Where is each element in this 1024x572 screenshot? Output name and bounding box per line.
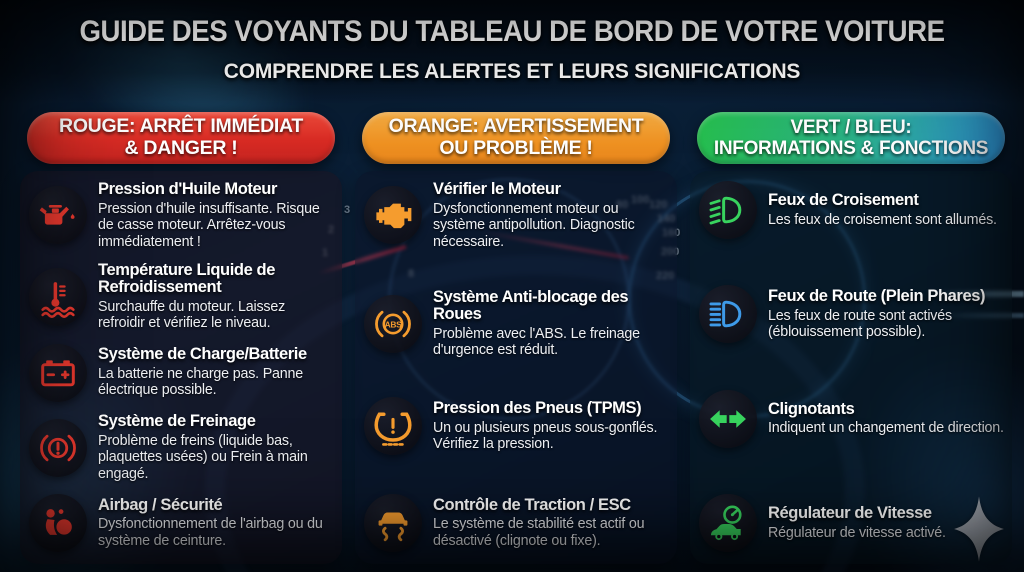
warning-text: Température Liquide de Refroidissement S… [98,260,334,332]
info-item-high-beam: Feux de Route (Plein Phares) Les feux de… [699,285,1004,344]
warning-title: Température Liquide de Refroidissement [98,260,276,297]
warning-desc: Surchauffe du moteur. Laissez refroidir … [98,298,286,332]
column-header-rouge: ROUGE: ARRÊT IMMÉDIAT & DANGER ! [27,112,335,164]
warning-text: Système de Freinage Problème de freins (… [98,413,334,482]
warning-desc: Dysfonctionnement moteur ou système anti… [433,200,635,250]
warning-title: Vérifier le Moteur [433,180,561,198]
info-desc: Les feux de route sont activés (éblouiss… [768,307,952,341]
columns-container: ROUGE: ARRÊT IMMÉDIAT & DANGER ! Pres [20,104,1012,564]
warning-text: Airbag / Sécurité Dysfonctionnement de l… [98,495,334,550]
page-title: GUIDE DES VOYANTS DU TABLEAU DE BORD DE … [79,15,945,48]
warning-desc: Le système de stabilité est actif ou dés… [433,516,645,549]
column-panel-orange: Vérifier le Moteur Dysfonctionnement mot… [355,171,677,564]
warning-item-check-engine: Vérifier le Moteur Dysfonctionnement mot… [364,180,669,250]
warning-title: Airbag / Sécurité [98,495,223,514]
gauge-number: 3 [344,204,351,216]
battery-icon [29,343,87,402]
oil-pressure-icon [29,186,87,245]
warning-text: Système de Charge/Batterie La batterie n… [98,346,334,399]
warning-desc: Pression d'huile insuffisante. Risque de… [98,200,320,250]
warning-item-abs: ABS Système Anti-blocage des Roues Probl… [364,287,669,359]
column-header-orange: ORANGE: AVERTISSEMENT OU PROBLÈME ! [362,112,670,164]
warning-desc: Problème de freins (liquide bas, plaquet… [98,432,308,482]
warning-item-traction: Contrôle de Traction / ESC Le système de… [364,493,669,552]
cruise-control-icon [699,493,757,552]
warning-item-battery: Système de Charge/Batterie La batterie n… [29,343,334,402]
svg-text:ABS: ABS [385,319,402,329]
warning-title: Système de Freinage [98,412,256,431]
warning-text: Pression d'Huile Moteur Pression d'huile… [98,180,334,250]
info-title: Régulateur de Vitesse [768,503,932,522]
info-desc: Régulateur de vitesse activé. [768,524,946,541]
column-orange: ORANGE: AVERTISSEMENT OU PROBLÈME ! Véri… [355,104,677,564]
warning-title: Système de Charge/Batterie [98,345,307,364]
info-title: Feux de Croisement [768,190,919,209]
warning-item-tpms: Pression des Pneus (TPMS) Un ou plusieur… [364,397,669,456]
info-text: Régulateur de Vitesse Régulateur de vite… [768,503,946,541]
sparkle-icon [954,496,1004,562]
info-item-low-beam: Feux de Croisement Les feux de croisemen… [699,181,1004,239]
info-desc: Indiquent un changement de direction. [768,420,1004,437]
warning-title: Système Anti-blocage des Roues [433,287,629,324]
info-text: Feux de Croisement Les feux de croisemen… [768,190,997,228]
warning-desc: Un ou plusieurs pneus sous-gonflés. Véri… [433,419,658,453]
coolant-temperature-icon [29,267,87,326]
warning-desc: La batterie ne charge pas. Panne électri… [98,365,304,399]
warning-title: Pression d'Huile Moteur [98,180,278,198]
info-item-cruise: Régulateur de Vitesse Régulateur de vite… [699,493,1004,552]
column-header-vert-bleu: VERT / BLEU: INFORMATIONS & FONCTIONS [697,112,1005,164]
traction-control-icon [364,493,422,552]
warning-text: Vérifier le Moteur Dysfonctionnement mot… [433,180,669,250]
warning-desc: Dysfonctionnement de l'airbag ou du syst… [98,516,323,549]
page-subtitle: COMPRENDRE LES ALERTES ET LEURS SIGNIFIC… [223,60,801,83]
warning-item-coolant: Température Liquide de Refroidissement S… [29,260,334,332]
check-engine-icon [364,186,422,245]
warning-desc: Problème avec l'ABS. Le freinage d'urgen… [433,325,640,359]
abs-icon: ABS [364,294,422,353]
column-panel-rouge: Pression d'Huile Moteur Pression d'huile… [20,171,342,564]
column-rouge: ROUGE: ARRÊT IMMÉDIAT & DANGER ! Pres [20,104,342,564]
turn-signals-icon [699,389,757,448]
column-vert-bleu: VERT / BLEU: INFORMATIONS & FONCTIONS Fe… [690,104,1012,564]
warning-text: Système Anti-blocage des Roues Problème … [433,287,669,359]
warning-item-brake: Système de Freinage Problème de freins (… [29,413,334,482]
high-beam-icon [699,285,757,344]
tire-pressure-icon [364,397,422,456]
brake-warning-icon [29,418,87,477]
warning-title: Pression des Pneus (TPMS) [433,399,642,418]
info-desc: Les feux de croisement sont allumés. [768,211,997,228]
column-panel-vert-bleu: Feux de Croisement Les feux de croisemen… [690,171,1012,564]
low-beam-icon [699,181,757,239]
warning-title: Contrôle de Traction / ESC [433,495,631,514]
info-title: Clignotants [768,399,855,418]
warning-item-oil-pressure: Pression d'Huile Moteur Pression d'huile… [29,180,334,250]
info-title: Feux de Route (Plein Phares) [768,287,986,306]
info-text: Feux de Route (Plein Phares) Les feux de… [768,287,1004,341]
warning-text: Pression des Pneus (TPMS) Un ou plusieur… [433,399,669,453]
airbag-icon [29,494,87,552]
info-text: Clignotants Indiquent un changement de d… [768,399,1004,437]
info-item-turn-signals: Clignotants Indiquent un changement de d… [699,389,1004,448]
warning-text: Contrôle de Traction / ESC Le système de… [433,495,669,550]
warning-item-airbag: Airbag / Sécurité Dysfonctionnement de l… [29,494,334,552]
